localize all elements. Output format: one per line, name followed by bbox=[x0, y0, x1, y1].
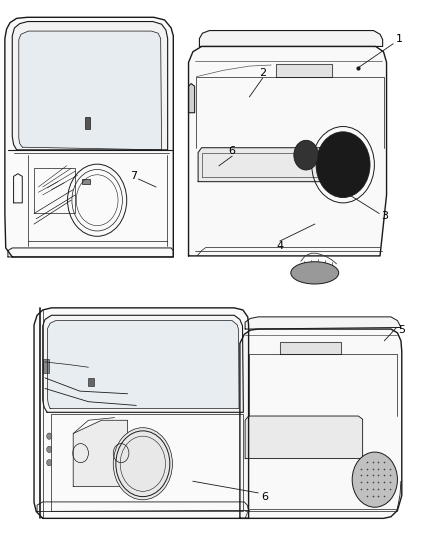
Polygon shape bbox=[240, 329, 402, 519]
Polygon shape bbox=[245, 317, 401, 329]
Circle shape bbox=[113, 427, 173, 500]
Circle shape bbox=[47, 459, 52, 466]
Polygon shape bbox=[12, 21, 168, 150]
Text: 1: 1 bbox=[396, 34, 403, 44]
Text: 5: 5 bbox=[398, 325, 405, 335]
Polygon shape bbox=[245, 416, 363, 458]
Circle shape bbox=[294, 140, 318, 170]
Bar bbox=[85, 117, 90, 128]
Circle shape bbox=[316, 132, 370, 198]
Bar bbox=[82, 179, 90, 184]
Polygon shape bbox=[188, 84, 194, 113]
Bar bbox=[43, 359, 49, 373]
Polygon shape bbox=[47, 320, 239, 409]
Polygon shape bbox=[19, 31, 162, 150]
Polygon shape bbox=[34, 308, 249, 519]
Bar bbox=[88, 378, 94, 386]
Bar bbox=[34, 168, 75, 214]
Polygon shape bbox=[188, 46, 387, 256]
Polygon shape bbox=[73, 420, 127, 487]
Polygon shape bbox=[43, 316, 244, 413]
Polygon shape bbox=[5, 17, 173, 257]
Circle shape bbox=[352, 452, 397, 507]
Polygon shape bbox=[199, 30, 383, 46]
Text: 7: 7 bbox=[131, 172, 138, 181]
Ellipse shape bbox=[291, 262, 339, 284]
Polygon shape bbox=[280, 342, 341, 354]
Polygon shape bbox=[198, 148, 336, 182]
Circle shape bbox=[47, 446, 52, 453]
Text: 3: 3 bbox=[381, 211, 388, 221]
Text: 4: 4 bbox=[276, 241, 283, 252]
Polygon shape bbox=[276, 64, 332, 77]
Text: 6: 6 bbox=[229, 146, 236, 156]
Text: 6: 6 bbox=[261, 492, 268, 502]
Text: 2: 2 bbox=[259, 68, 266, 78]
Circle shape bbox=[47, 433, 52, 439]
